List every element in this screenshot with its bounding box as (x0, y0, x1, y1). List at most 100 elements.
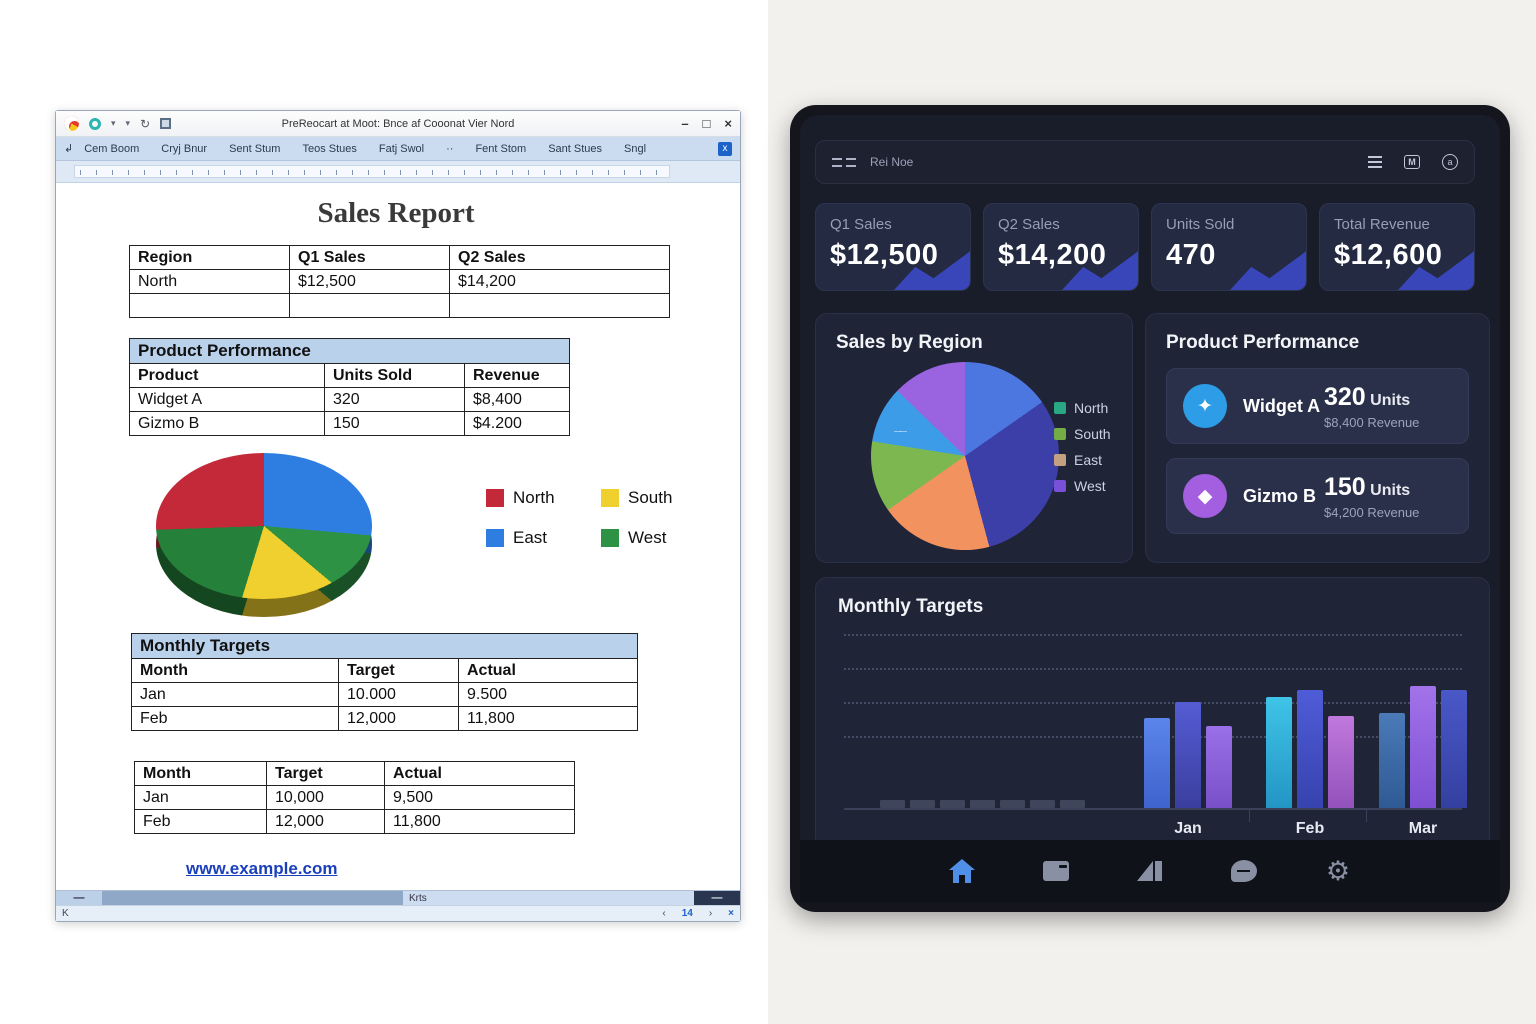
horizontal-scrollbar[interactable]: — Krts — (56, 890, 740, 905)
baseline-stub (970, 800, 995, 808)
col-header: Units Sold (324, 363, 465, 388)
circle-badge-icon[interactable] (89, 117, 101, 130)
m-badge-icon[interactable]: M (1404, 155, 1420, 169)
topbar-title: Rei Noe (870, 155, 914, 169)
home-icon[interactable] (947, 856, 977, 886)
bar-chart-icon[interactable] (1135, 856, 1165, 886)
app-logo-icon[interactable] (64, 116, 79, 131)
baseline-stub (910, 800, 935, 808)
status-close-icon[interactable]: × (728, 908, 734, 919)
legend-swatch (486, 529, 504, 547)
x-tick-jan: Jan (1174, 820, 1202, 837)
scrollbar-left-cap[interactable]: — (56, 891, 102, 905)
bar-mar-2[interactable] (1410, 686, 1436, 808)
menu-item[interactable]: Cryj Bnur (161, 142, 208, 155)
table-row: Widget A 320 $8,400 (129, 387, 570, 412)
product-performance-panel: Product Performance ✦ Widget A 320 Units… (1145, 313, 1490, 563)
stop-icon[interactable] (160, 118, 172, 129)
legend-item: West (1054, 478, 1111, 494)
bar-feb-3[interactable] (1328, 716, 1354, 808)
table-row: Feb 12,000 11,800 (134, 809, 575, 834)
product-row-widget-a[interactable]: ✦ Widget A 320 Units $8,400 Revenue (1166, 368, 1469, 444)
bar-jan-2[interactable] (1175, 702, 1201, 808)
table-row: Feb 12,000 11,800 (131, 706, 639, 731)
product-name: Widget A (1243, 395, 1321, 416)
bar-jan-3[interactable] (1206, 726, 1232, 808)
tablet-screen: Rei Noe M a Q1 Sales $12,500 Q2 Sales $1… (800, 115, 1500, 902)
stat-card-total-revenue[interactable]: Total Revenue $12,600 (1319, 203, 1475, 291)
document-page[interactable]: Sales Report Region Q1 Sales Q2 Sales No… (56, 183, 740, 893)
menu-item[interactable]: Fatj Swol (378, 142, 425, 155)
group-separator (1366, 808, 1367, 822)
bar-mar-1[interactable] (1379, 713, 1405, 808)
bar-feb-2[interactable] (1297, 690, 1323, 808)
stat-card-units-sold[interactable]: Units Sold 470 (1151, 203, 1307, 291)
scrollbar-thumb[interactable] (102, 891, 403, 905)
table-row: Jan 10.000 9.500 (131, 682, 639, 707)
product-name: Gizmo B (1243, 485, 1317, 506)
panel-title: Sales by Region (836, 332, 983, 353)
settings-gear-icon[interactable]: ⚙ (1325, 855, 1351, 886)
legend-item: South (601, 488, 716, 508)
dropdown-caret-icon[interactable]: ▾ (111, 118, 116, 128)
wallet-icon[interactable] (1041, 856, 1071, 886)
menu-item[interactable]: Teos Stues (302, 142, 357, 155)
legend-item: North (486, 488, 601, 508)
group-separator (1249, 808, 1250, 822)
menubar-close-icon[interactable]: x (718, 141, 732, 156)
back-icon[interactable]: ↲ (64, 143, 74, 155)
bar-jan-1[interactable] (1144, 718, 1170, 808)
revenue-text: $4,200 Revenue (1324, 504, 1420, 520)
table-row (129, 293, 670, 318)
revenue-text: $8,400 Revenue (1324, 414, 1420, 430)
prev-page-icon[interactable]: ‹ (662, 908, 666, 919)
widget-star-icon: ✦ (1183, 384, 1227, 428)
x-tick-mar: Mar (1408, 820, 1438, 837)
website-link[interactable]: www.example.com (186, 859, 338, 878)
stat-card-q2-sales[interactable]: Q2 Sales $14,200 (983, 203, 1139, 291)
menu-item[interactable]: Cem Boom (84, 142, 140, 155)
avatar-icon[interactable]: a (1442, 154, 1458, 170)
chat-icon[interactable] (1229, 856, 1259, 886)
units-value: 150 (1324, 472, 1366, 501)
bar-mar-3[interactable] (1441, 690, 1467, 808)
menu-item[interactable]: Sngl (624, 142, 647, 155)
document-heading: Sales Report (317, 197, 475, 229)
x-tick-feb: Feb (1295, 820, 1325, 837)
menu-item[interactable]: Fent Stom (475, 142, 527, 155)
scrollbar-right-cap[interactable]: — (694, 891, 740, 905)
list-icon[interactable] (1368, 155, 1382, 169)
legend-swatch (1054, 428, 1066, 440)
page-indicator: 14 (681, 908, 693, 919)
col-header: Revenue (464, 363, 570, 388)
col-header: Actual (457, 658, 639, 683)
hamburger-menu-icon[interactable] (832, 157, 856, 167)
dashboard-topbar: Rei Noe M a (815, 140, 1475, 184)
baseline-stub (1000, 800, 1025, 808)
menu-item[interactable]: ·· (446, 142, 454, 155)
region-sales-table: Region Q1 Sales Q2 Sales North $12,500 $… (129, 245, 670, 318)
monthly-targets-bar-chart[interactable]: Jan Feb Mar (844, 624, 1467, 837)
table-row: Jan 10,000 9,500 (134, 785, 575, 810)
region-pie-chart[interactable] (871, 362, 1059, 550)
baseline-stub (1060, 800, 1085, 808)
panel-title: Monthly Targets (838, 596, 984, 617)
units-value: 320 (1324, 382, 1366, 411)
refresh-icon[interactable]: ↻ (140, 116, 151, 131)
stat-card-q1-sales[interactable]: Q1 Sales $12,500 (815, 203, 971, 291)
sales-by-region-panel: Sales by Region ﹏﹏ North South East (815, 313, 1133, 563)
product-row-gizmo-b[interactable]: ◆ Gizmo B 150 Units $4,200 Revenue (1166, 458, 1469, 534)
baseline-stub (880, 800, 905, 808)
bar-feb-1[interactable] (1266, 697, 1292, 808)
menu-item[interactable]: Sant Stues (548, 142, 603, 155)
minimize-button[interactable]: – (681, 116, 689, 131)
stats-row: Q1 Sales $12,500 Q2 Sales $14,200 Units … (815, 203, 1475, 291)
table-row: Gizmo B 150 $4.200 (129, 411, 570, 436)
dropdown-caret-icon[interactable]: ▾ (125, 118, 131, 128)
status-left-icon[interactable]: K (62, 908, 69, 919)
menu-item[interactable]: Sent Stum (229, 142, 281, 155)
close-button[interactable]: × (724, 116, 732, 131)
legend-swatch (1054, 480, 1066, 492)
next-page-icon[interactable]: › (708, 908, 713, 919)
maximize-button[interactable]: □ (702, 116, 711, 131)
